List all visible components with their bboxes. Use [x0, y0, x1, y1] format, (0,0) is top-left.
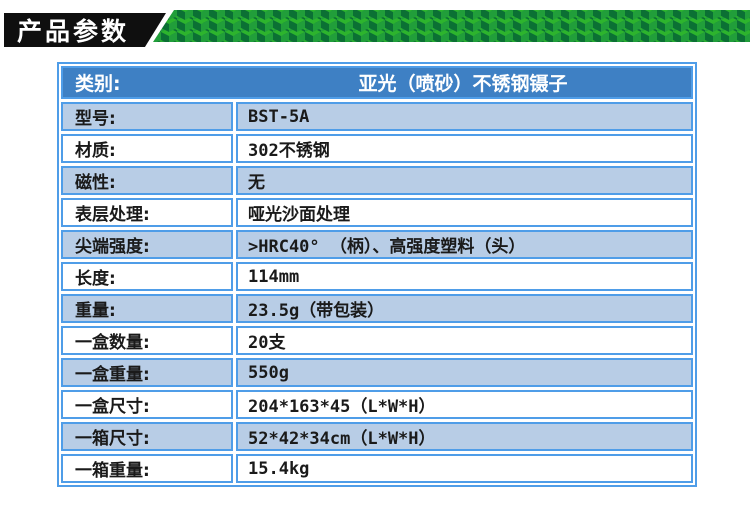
page-title: 产品参数 — [17, 17, 130, 46]
row-label: 磁性: — [61, 166, 233, 195]
table-row: 一盒尺寸: 204*163*45（L*W*H） — [61, 390, 693, 419]
header-value: 亚光（喷砂）不锈钢镊子 — [358, 73, 568, 95]
table-row: 磁性: 无 — [61, 166, 693, 195]
row-label: 长度: — [61, 262, 233, 291]
row-label: 重量: — [61, 294, 233, 323]
table-row: 一盒数量: 20支 — [61, 326, 693, 355]
row-label: 一盒数量: — [61, 326, 233, 355]
decorative-pattern-strip — [153, 10, 750, 42]
table-row: 尖端强度: >HRC40° （柄）、高强度塑料（头） — [61, 230, 693, 259]
row-value: BST-5A — [236, 102, 693, 131]
row-value: 20支 — [236, 326, 693, 355]
row-value: 15.4kg — [236, 454, 693, 483]
table-row: 一箱重量: 15.4kg — [61, 454, 693, 483]
row-value: 无 — [236, 166, 693, 195]
table-header-row: 类别: 亚光（喷砂）不锈钢镊子 — [61, 66, 693, 99]
row-label: 表层处理: — [61, 198, 233, 227]
cube-pattern-icon — [153, 10, 750, 42]
row-value: 23.5g（带包装） — [236, 294, 693, 323]
row-value: 302不锈钢 — [236, 134, 693, 163]
table-row: 表层处理: 哑光沙面处理 — [61, 198, 693, 227]
row-value: 52*42*34cm（L*W*H） — [236, 422, 693, 451]
table-row: 一箱尺寸: 52*42*34cm（L*W*H） — [61, 422, 693, 451]
table-row: 材质: 302不锈钢 — [61, 134, 693, 163]
row-value: 哑光沙面处理 — [236, 198, 693, 227]
row-value: 204*163*45（L*W*H） — [236, 390, 693, 419]
row-label: 尖端强度: — [61, 230, 233, 259]
row-value: 114mm — [236, 262, 693, 291]
row-value: >HRC40° （柄）、高强度塑料（头） — [236, 230, 693, 259]
row-label: 型号: — [61, 102, 233, 131]
table-row: 重量: 23.5g（带包装） — [61, 294, 693, 323]
row-label: 一盒尺寸: — [61, 390, 233, 419]
header-label: 类别: — [75, 73, 121, 95]
row-label: 一箱重量: — [61, 454, 233, 483]
table-row: 型号: BST-5A — [61, 102, 693, 131]
row-label: 一箱尺寸: — [61, 422, 233, 451]
section-title-banner: 产品参数 — [4, 13, 166, 47]
product-spec-table: 类别: 亚光（喷砂）不锈钢镊子 型号: BST-5A 材质: 302不锈钢 磁性… — [57, 62, 697, 487]
table-row: 一盒重量: 550g — [61, 358, 693, 387]
table-row: 长度: 114mm — [61, 262, 693, 291]
row-value: 550g — [236, 358, 693, 387]
row-label: 材质: — [61, 134, 233, 163]
row-label: 一盒重量: — [61, 358, 233, 387]
